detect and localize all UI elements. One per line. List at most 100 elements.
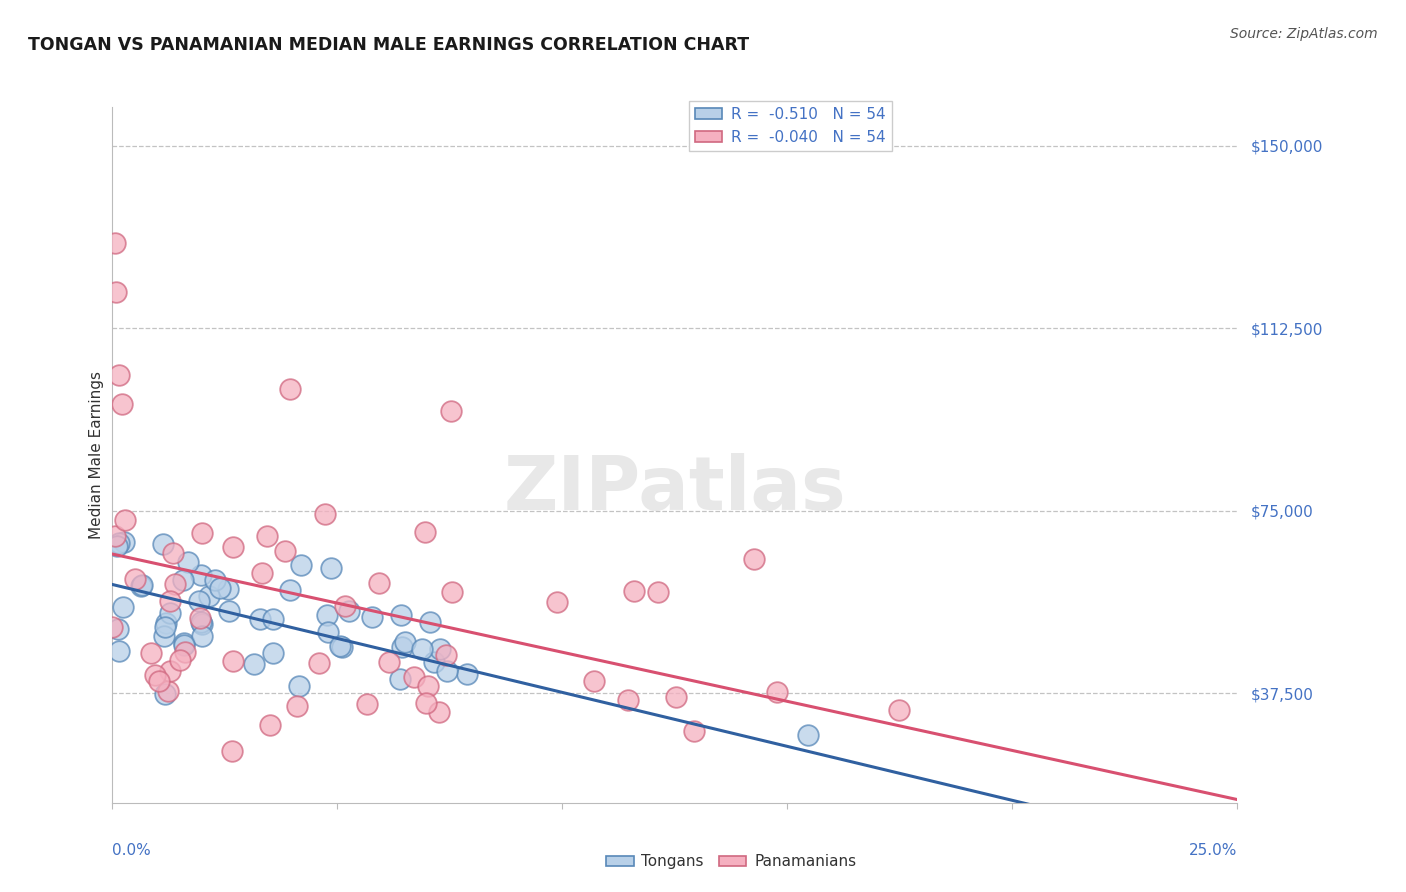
Point	[139, 646, 162, 660]
Point	[204, 574, 226, 588]
Point	[391, 640, 413, 655]
Point	[434, 648, 457, 662]
Point	[742, 552, 765, 566]
Point	[388, 673, 411, 687]
Point	[187, 594, 209, 608]
Point	[616, 693, 638, 707]
Point	[155, 615, 177, 630]
Y-axis label: Median Male Earnings: Median Male Earnings	[89, 371, 104, 539]
Point	[333, 599, 356, 613]
Point	[159, 594, 181, 608]
Point	[287, 679, 309, 693]
Point	[191, 630, 214, 644]
Point	[889, 703, 911, 717]
Point	[361, 609, 384, 624]
Point	[647, 584, 669, 599]
Point	[152, 537, 174, 551]
Point	[695, 828, 717, 842]
Point	[221, 744, 243, 758]
Point	[153, 620, 176, 634]
Point	[159, 665, 181, 679]
Point	[162, 545, 184, 559]
Point	[101, 620, 124, 634]
Point	[129, 579, 152, 593]
Point	[766, 685, 789, 699]
Point	[546, 594, 568, 608]
Point	[337, 604, 360, 618]
Point	[107, 622, 129, 636]
Point	[249, 612, 271, 626]
Point	[440, 404, 463, 418]
Point	[436, 665, 458, 679]
Text: 0.0%: 0.0%	[112, 843, 152, 858]
Point	[329, 639, 352, 653]
Point	[217, 582, 239, 597]
Point	[314, 508, 336, 522]
Point	[330, 640, 353, 654]
Text: ZIPatlas: ZIPatlas	[503, 453, 846, 526]
Point	[278, 382, 301, 396]
Point	[124, 572, 146, 586]
Point	[112, 534, 135, 549]
Point	[222, 654, 245, 668]
Point	[107, 368, 129, 382]
Point	[114, 513, 136, 527]
Point	[285, 699, 308, 714]
Point	[423, 655, 446, 669]
Point	[411, 642, 433, 657]
Point	[191, 526, 214, 541]
Point	[190, 615, 212, 629]
Point	[415, 525, 437, 540]
Point	[429, 641, 451, 656]
Point	[394, 635, 416, 649]
Point	[143, 667, 166, 681]
Point	[174, 645, 197, 659]
Point	[157, 684, 180, 698]
Point	[583, 674, 606, 689]
Point	[105, 539, 128, 553]
Point	[318, 624, 340, 639]
Point	[218, 604, 240, 618]
Point	[308, 656, 330, 670]
Point	[159, 606, 181, 620]
Point	[148, 674, 170, 689]
Point	[290, 558, 312, 572]
Point	[796, 727, 818, 741]
Point	[190, 617, 212, 632]
Point	[440, 585, 463, 599]
Point	[273, 544, 295, 558]
Point	[415, 696, 437, 710]
Point	[427, 705, 450, 719]
Point	[208, 581, 231, 595]
Point	[153, 687, 176, 701]
Point	[664, 690, 686, 705]
Point	[152, 629, 174, 643]
Point	[177, 555, 200, 569]
Point	[221, 540, 243, 554]
Point	[190, 567, 212, 582]
Point	[108, 536, 131, 550]
Point	[198, 589, 221, 603]
Point	[250, 566, 273, 580]
Point	[368, 576, 391, 591]
Legend: Tongans, Panamanians: Tongans, Panamanians	[600, 848, 862, 875]
Point	[104, 236, 127, 251]
Point	[107, 644, 129, 658]
Point	[111, 397, 134, 411]
Point	[262, 646, 284, 660]
Legend: R =  -0.510   N = 54, R =  -0.040   N = 54: R = -0.510 N = 54, R = -0.040 N = 54	[689, 101, 893, 151]
Point	[256, 529, 278, 543]
Point	[104, 529, 127, 543]
Point	[623, 583, 645, 598]
Point	[131, 577, 153, 591]
Point	[419, 615, 441, 629]
Point	[259, 718, 281, 732]
Point	[378, 655, 401, 669]
Text: 25.0%: 25.0%	[1189, 843, 1237, 858]
Point	[315, 607, 337, 622]
Point	[262, 612, 284, 626]
Point	[243, 657, 266, 672]
Point	[683, 723, 706, 738]
Point	[416, 679, 439, 693]
Point	[188, 610, 211, 624]
